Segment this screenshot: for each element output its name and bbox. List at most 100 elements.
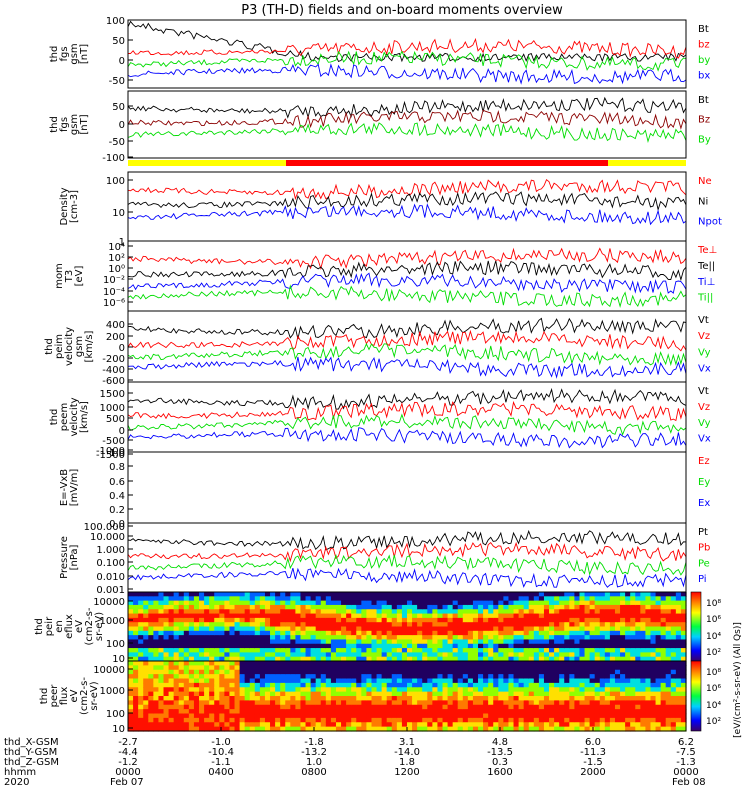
y-tick-label: -1000 — [96, 446, 125, 457]
y-axis-label: [cm-3] — [69, 190, 80, 223]
y-tick-label: 1000 — [100, 686, 125, 697]
colorbar-tick: 10⁸ — [706, 668, 721, 678]
panel-pressure: PtPbPePi100.00010.0001.0000.1000.0100.00… — [59, 522, 710, 596]
y-tick-label: 10.000 — [90, 532, 125, 543]
y-axis-label: [eV] — [74, 266, 85, 287]
y-tick-label: 10⁻⁶ — [103, 298, 125, 309]
panel-fgs-gsm: Bt bz by bx 100 50 0 -50 thd fgs gsm [nT] — [49, 16, 710, 89]
y-axis-label: (cm2-s- — [79, 677, 90, 715]
time-row-value: 0.3 — [492, 757, 508, 768]
legend-Vy: Vy — [698, 418, 711, 429]
y-tick-label: 200 — [106, 332, 125, 343]
series-pressure-Pi — [127, 567, 687, 588]
y-tick-label: 0.6 — [109, 477, 125, 488]
time-row-value: -2.7 — [118, 737, 138, 748]
y-axis-label: fgs — [59, 46, 70, 61]
time-row-value: -1.2 — [118, 757, 138, 768]
y-axis-label: gsm — [69, 114, 80, 135]
y-axis-label: peim — [54, 334, 65, 359]
legend-Pi: Pi — [698, 574, 707, 585]
y-tick-label: 0 — [119, 343, 125, 354]
y-axis-label: thd — [44, 338, 55, 355]
time-row-value: -1.5 — [583, 757, 603, 768]
y-tick-label: 100 — [106, 176, 125, 187]
legend-Ex: Ex — [698, 498, 710, 509]
date-label: Feb 07 — [110, 777, 144, 788]
time-row-value: 1200 — [394, 767, 419, 778]
time-row-value: -7.5 — [676, 747, 696, 758]
y-tick-label: 10000 — [93, 597, 125, 608]
y-tick-label: 1 — [119, 237, 125, 248]
y-tick-label: 100 — [106, 639, 125, 650]
series-temperature-Ti⊥ — [127, 272, 687, 294]
y-tick-label: -200 — [102, 354, 125, 365]
y-tick-label: 10000 — [93, 665, 125, 676]
time-row-value: 1600 — [487, 767, 512, 778]
legend-bx: bx — [698, 70, 710, 81]
legend-Te⊥: Te⊥ — [697, 245, 717, 256]
y-axis-label: fgs — [59, 117, 70, 132]
legend-Vz: Vz — [698, 402, 710, 413]
y-tick-label: 0.2 — [109, 505, 125, 516]
y-axis-label: [km/s] — [79, 401, 90, 433]
series-peem-velocity-Vt — [127, 387, 687, 411]
legend-Ey: Ey — [698, 477, 710, 488]
colorbar-tick: 10⁴ — [706, 632, 721, 642]
legend-Pt: Pt — [698, 527, 708, 538]
series-fgs-gsm-clip-By — [127, 122, 687, 143]
legend-Vx: Vx — [698, 363, 711, 374]
time-row-name: thd_X-GSM — [4, 737, 59, 748]
series-fgs-gsm-by — [127, 50, 687, 72]
time-row-value: 1.8 — [399, 757, 415, 768]
y-axis-label: Pressure — [59, 536, 70, 579]
y-tick-label: 1000 — [100, 616, 125, 627]
y-tick-label: -1500 — [96, 450, 125, 461]
y-axis-label: Density — [59, 187, 70, 225]
y-axis-label: gsm — [69, 43, 80, 64]
year-label: 2020 — [4, 777, 29, 788]
y-tick-label: 1500 — [100, 389, 125, 400]
spectrogram-peir-eflux — [128, 592, 687, 662]
y-tick-label: 1.000 — [96, 545, 125, 556]
legend-Bt: Bt — [698, 24, 709, 35]
y-axis-label: sr-eV) — [94, 612, 105, 641]
y-axis-label: gsm — [74, 336, 85, 357]
y-axis-label: thd — [34, 618, 45, 635]
y-tick-label: 400 — [106, 320, 125, 331]
time-row-value: -13.5 — [487, 747, 513, 758]
colorbar-tick: 10² — [706, 648, 721, 658]
y-tick-label: 0.8 — [109, 462, 125, 473]
time-row-value: 0000 — [115, 767, 140, 778]
y-tick-label: 0.010 — [96, 572, 125, 583]
time-row-value: 0800 — [301, 767, 326, 778]
series-pressure-Pt — [127, 529, 687, 551]
series-temperature-Te|| — [127, 260, 687, 282]
y-tick-label: -600 — [102, 376, 125, 387]
y-axis-label: sr-eV) — [89, 681, 100, 710]
panel-frame — [127, 90, 687, 159]
time-row-value: 6.2 — [678, 737, 694, 748]
series-peim-velocity-Vz — [127, 329, 687, 352]
legend-Ti||: Ti|| — [697, 293, 713, 304]
legend-Vy: Vy — [698, 347, 711, 358]
time-row-value: -13.2 — [301, 747, 327, 758]
time-row-value: -1.3 — [676, 757, 696, 768]
y-tick-label: 50 — [112, 36, 125, 47]
y-tick-label: 10⁴ — [108, 242, 125, 253]
time-row-value: 4.8 — [492, 737, 508, 748]
y-axis-label: eflux — [64, 614, 75, 639]
legend-Npot: Npot — [698, 217, 722, 228]
y-tick-label: 0 — [119, 56, 125, 67]
series-pressure-Pe — [127, 553, 687, 576]
time-row-name: hhmm — [4, 767, 36, 778]
y-axis-label: E=-VxB — [59, 469, 70, 506]
legend-Vx: Vx — [698, 434, 711, 445]
time-row-value: -4.4 — [118, 747, 138, 758]
legend-Pb: Pb — [698, 543, 710, 554]
colorbar-tick: 10⁶ — [706, 684, 721, 694]
y-tick-label: 1000 — [100, 403, 125, 414]
y-tick-label: 0 — [119, 120, 125, 131]
